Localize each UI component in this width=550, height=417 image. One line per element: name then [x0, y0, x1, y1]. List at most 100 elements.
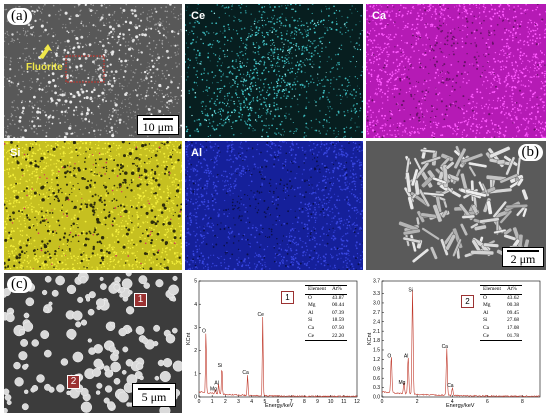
y-tick-label: 3.7	[373, 279, 380, 285]
panel-b-sem-image: (b) 2 μm	[366, 141, 546, 270]
fluorite-arrow-icon	[39, 44, 105, 83]
peak-label: Ca	[447, 383, 454, 389]
table-cell: 43.87	[331, 294, 345, 301]
table-header: At%	[503, 285, 523, 295]
spectrum-1-ylabel: KCnt	[186, 332, 192, 345]
peak-label: Si	[408, 288, 412, 294]
plot-frame	[381, 280, 541, 398]
table-cell: Ce	[480, 332, 504, 342]
spectrum-1-panel: 0 1 2 3 4 5 0 1 2 3 4 5 6 7 8 9 10 11 12 O Si Al Mg Ca Ce 1 Elem…	[185, 273, 363, 413]
spectrum-1-xlabel: Energy/keV	[265, 403, 294, 409]
y-tick-label: 4	[194, 302, 197, 308]
table-cell: 43.62	[506, 294, 520, 301]
peak-label: Mg	[210, 386, 217, 392]
x-tick-label: 4	[451, 399, 454, 405]
panel-b-label: (b)	[517, 144, 543, 161]
spectrum-2-xlabel: Energy/keV	[446, 403, 475, 409]
x-tick-label: 12	[354, 399, 360, 405]
sem-b-texture	[366, 141, 546, 270]
peak-label: Al	[404, 353, 408, 359]
table-cell: 07.39	[331, 309, 345, 316]
y-tick-label: 2.1	[373, 329, 380, 335]
x-tick-label: 3	[237, 399, 240, 405]
panel-b-scale-text: 2 μm	[510, 252, 536, 266]
ce-map-label: Ce	[191, 10, 206, 22]
table-cell: Mg	[483, 302, 491, 309]
table-cell: Al	[483, 309, 489, 316]
ca-map-label: Ca	[372, 10, 387, 22]
point-marker-1: 1	[134, 293, 147, 307]
panel-al-map: Al	[185, 141, 363, 270]
table-cell: 09.45	[506, 309, 520, 316]
y-tick-label: 0.3	[373, 385, 380, 391]
peak-label: Mg	[398, 380, 405, 386]
table-cell: Si	[483, 317, 488, 324]
table-cell: 22.20	[328, 332, 348, 342]
table-cell: 07.50	[331, 324, 345, 331]
peak-label: Si	[218, 363, 222, 369]
y-tick-label: 2	[194, 348, 197, 354]
table-cell: 01.78	[503, 332, 523, 342]
panel-a-scale-text: 10 μm	[142, 120, 174, 134]
peak-label: Ce	[258, 312, 265, 318]
spectrum-line	[198, 316, 358, 398]
x-tick-label: 10	[328, 399, 334, 405]
x-tick-label: 11	[341, 399, 346, 405]
x-tick-label: 8	[521, 399, 524, 405]
panel-ce-map: Ce	[185, 4, 363, 138]
table-cell: 00.38	[506, 302, 520, 309]
si-map-texture	[4, 141, 182, 270]
panel-ca-map: Ca	[366, 4, 546, 138]
table-cell: Ce	[305, 332, 329, 342]
x-tick-label: 8	[303, 399, 306, 405]
x-tick-label: 9	[316, 399, 319, 405]
y-tick-label: 3	[194, 325, 197, 331]
sem-a-texture	[4, 4, 182, 138]
y-tick-label: 2.4	[373, 319, 380, 325]
panel-b-scalebar: 2 μm	[502, 247, 544, 267]
x-tick-label: 2	[416, 399, 419, 405]
spectrum-2-ylabel: KCnt	[367, 332, 373, 345]
peak-label: O	[202, 328, 206, 334]
spectrum-1-composition-table: Element At% O 43.87 Mg 00.44 Al 07.39 Si 18.5…	[305, 285, 348, 342]
spectrum-2-chart: 0.0 0.3 0.6 0.9 1.2 1.5 1.8 2.1 2.4 2.7 3.0 3.3 3.7 0…	[373, 279, 541, 405]
al-map-texture	[185, 141, 363, 270]
x-tick-label: 4	[250, 399, 253, 405]
y-tick-label: 0.6	[373, 376, 380, 382]
sem-c-texture	[4, 273, 182, 413]
si-map-label: Si	[10, 147, 21, 159]
fluorite-pointer-label: Fluorite	[26, 62, 63, 73]
y-tick-label: 3.0	[373, 301, 380, 307]
peak-label: Al	[214, 381, 218, 387]
panel-a-sem-image: (a) Fluorite 10 μm	[4, 4, 182, 138]
panel-a-label: (a)	[7, 8, 32, 25]
x-tick-label: 1	[211, 399, 214, 405]
panel-c-scalebar: 5 μm	[132, 383, 176, 407]
y-tick-label: 0	[194, 395, 197, 401]
y-tick-label: 2.7	[373, 310, 380, 316]
y-tick-label: 0.9	[373, 366, 380, 372]
x-tick-label: 0	[198, 399, 201, 405]
y-tick-label: 1.8	[373, 338, 380, 344]
ca-map-texture	[366, 4, 546, 138]
table-cell: 17.08	[506, 324, 520, 331]
table-header: At%	[328, 285, 348, 295]
x-tick-label: 5	[263, 399, 266, 405]
ce-map-texture	[185, 4, 363, 138]
table-cell: Mg	[308, 302, 316, 309]
y-tick-label: 5	[194, 279, 197, 285]
panel-c-scale-text: 5 μm	[141, 390, 167, 404]
peak-label: Ca	[242, 370, 249, 376]
panel-si-map: Si	[4, 141, 182, 270]
table-cell: O	[483, 294, 487, 301]
table-cell: Ca	[483, 324, 489, 331]
y-tick-label: 0.0	[373, 395, 380, 401]
table-cell: O	[308, 294, 312, 301]
spectrum-2-tag: 2	[461, 295, 474, 308]
y-tick-label: 1.2	[373, 357, 380, 363]
spectrum-1-tag: 1	[281, 291, 294, 304]
table-cell: 27.68	[506, 317, 520, 324]
peak-label: Ca	[442, 344, 449, 350]
x-tick-label: 6	[486, 399, 489, 405]
